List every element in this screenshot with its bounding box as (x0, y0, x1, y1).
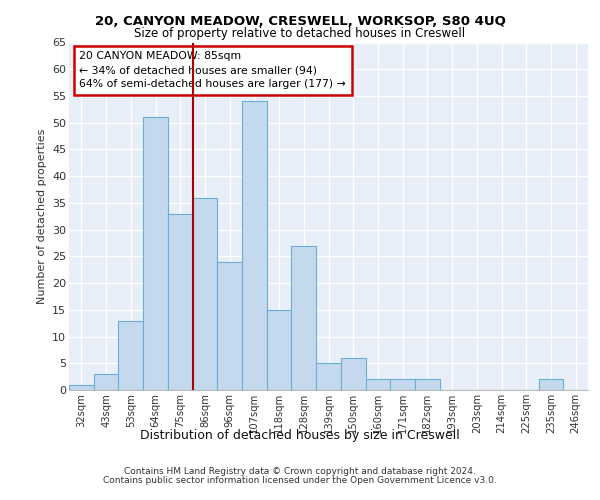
Bar (94, 374, 118, 390)
Bar (193, 198, 217, 390)
Bar (242, 102, 267, 390)
Bar (267, 310, 292, 390)
Bar (390, 380, 415, 390)
Bar (365, 380, 390, 390)
Bar (341, 358, 365, 390)
Text: Contains public sector information licensed under the Open Government Licence v3: Contains public sector information licen… (103, 476, 497, 485)
Y-axis label: Number of detached properties: Number of detached properties (37, 128, 47, 304)
Bar (118, 320, 143, 390)
Text: Contains HM Land Registry data © Crown copyright and database right 2024.: Contains HM Land Registry data © Crown c… (124, 467, 476, 476)
Bar (539, 380, 563, 390)
Bar (415, 380, 440, 390)
Text: 20, CANYON MEADOW, CRESWELL, WORKSOP, S80 4UQ: 20, CANYON MEADOW, CRESWELL, WORKSOP, S8… (95, 15, 505, 28)
Bar (69, 384, 94, 390)
Bar (292, 246, 316, 390)
Text: Distribution of detached houses by size in Creswell: Distribution of detached houses by size … (140, 430, 460, 442)
Text: 20 CANYON MEADOW: 85sqm
← 34% of detached houses are smaller (94)
64% of semi-de: 20 CANYON MEADOW: 85sqm ← 34% of detache… (79, 51, 346, 89)
Bar (217, 262, 242, 390)
Bar (168, 214, 193, 390)
Text: Size of property relative to detached houses in Creswell: Size of property relative to detached ho… (134, 27, 466, 40)
Bar (143, 118, 168, 390)
Bar (316, 364, 341, 390)
